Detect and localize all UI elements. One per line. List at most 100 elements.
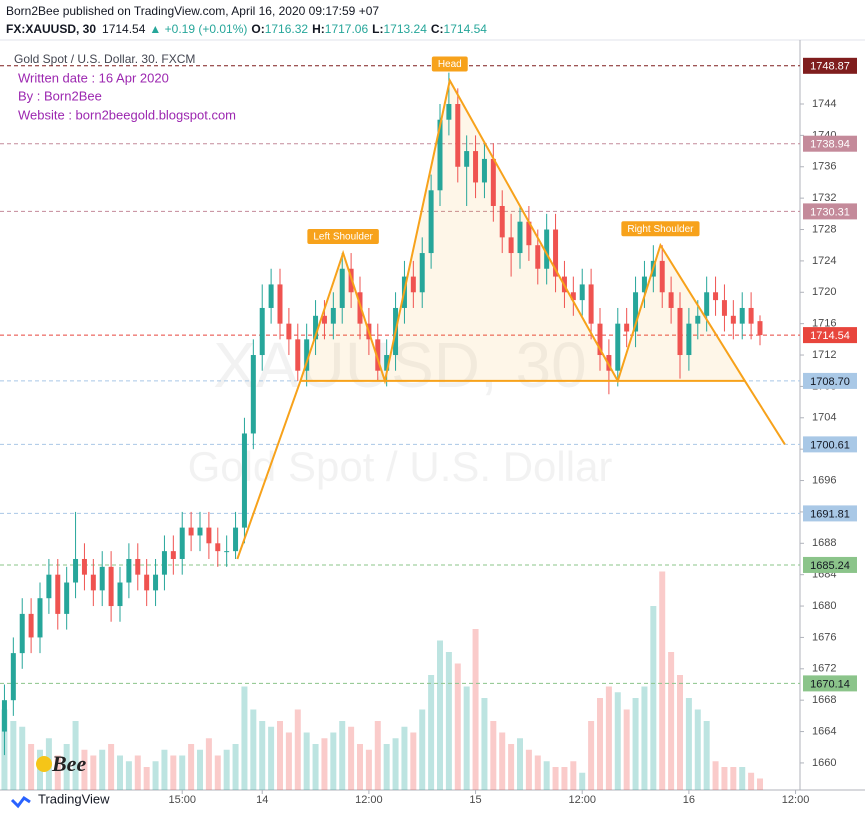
candle-body bbox=[117, 582, 123, 607]
volume-bar bbox=[490, 721, 497, 790]
level-label: 1700.61 bbox=[810, 439, 850, 451]
candle-body bbox=[704, 292, 710, 316]
volume-bar bbox=[99, 749, 106, 790]
candle-body bbox=[179, 527, 185, 559]
logo-bee bbox=[36, 756, 52, 772]
volume-bar bbox=[650, 606, 657, 790]
quote-text: FX:XAUUSD, 30 1714.54 ▲ +0.19 (+0.01%) O:17… bbox=[6, 22, 487, 36]
level-tag bbox=[803, 436, 857, 453]
pattern-fill bbox=[300, 80, 745, 381]
candle-body bbox=[339, 268, 345, 308]
volume-bar bbox=[285, 732, 292, 790]
volume-bar bbox=[348, 726, 355, 790]
candle-body bbox=[686, 323, 692, 356]
y-tick-label: 1712 bbox=[812, 349, 836, 361]
volume-bar bbox=[588, 721, 595, 790]
published-line: Born2Bee published on TradingView.com, A… bbox=[6, 4, 379, 18]
quote-line: FX:XAUUSD, 30 1714.54 ▲ +0.19 (+0.01%) O:17… bbox=[6, 22, 487, 36]
volume-bar bbox=[694, 709, 701, 790]
level-tag bbox=[803, 675, 857, 692]
volume-bar bbox=[108, 744, 115, 790]
y-tick-label: 1728 bbox=[812, 223, 836, 235]
volume-bar bbox=[703, 721, 710, 790]
y-tick-label: 1724 bbox=[812, 255, 836, 267]
candle-body bbox=[473, 151, 479, 183]
note: Written date : 16 Apr 2020 bbox=[18, 70, 169, 85]
quote-part: FX:XAUUSD, 30 bbox=[6, 22, 96, 36]
volume-bar bbox=[641, 686, 648, 790]
quote-part: 1716.32 bbox=[265, 22, 309, 36]
candle-body bbox=[535, 245, 541, 269]
chart-title: Gold Spot / U.S. Dollar. 30. FXCM bbox=[14, 52, 195, 66]
quote-part: 1714.54 bbox=[444, 22, 488, 36]
volume-bar bbox=[712, 761, 719, 790]
volume-bar bbox=[259, 721, 266, 790]
y-tick-label: 1716 bbox=[812, 318, 836, 330]
plot: XAUUSD, 30 Gold Spot / U.S. Dollar 1660 166… bbox=[0, 56, 857, 806]
volume-bar bbox=[499, 732, 506, 790]
candle-body bbox=[419, 253, 425, 293]
volume-bar bbox=[383, 744, 390, 790]
quote-part: L: bbox=[372, 22, 383, 36]
candle-body bbox=[188, 527, 194, 536]
level-tag bbox=[803, 135, 857, 152]
watermark: Gold Spot / U.S. Dollar bbox=[188, 443, 613, 490]
y-tick-label: 1736 bbox=[812, 161, 836, 173]
volume-bar bbox=[401, 726, 408, 790]
x-tick-label: 15:00 bbox=[168, 794, 196, 806]
candle-body bbox=[313, 315, 319, 340]
pattern-line bbox=[236, 77, 786, 560]
level-tag bbox=[803, 57, 857, 74]
volume-bar bbox=[143, 767, 150, 790]
candle-body bbox=[286, 323, 292, 340]
volume-bar bbox=[188, 744, 195, 790]
level-label: 1730.31 bbox=[810, 206, 850, 218]
candle-body bbox=[499, 205, 505, 238]
volume-bar bbox=[28, 744, 35, 790]
level-label: 1748.87 bbox=[810, 61, 850, 73]
candle-body bbox=[64, 582, 70, 614]
y-tick-label: 1672 bbox=[812, 663, 836, 675]
y-tick-label: 1732 bbox=[812, 192, 836, 204]
level-label: 1708.70 bbox=[810, 376, 850, 388]
volume-bar bbox=[365, 749, 372, 790]
candle-body bbox=[481, 158, 487, 183]
candle-body bbox=[206, 527, 212, 544]
pattern-label: Left Shoulder bbox=[313, 232, 373, 243]
candle-body bbox=[677, 307, 683, 356]
pattern-label-box bbox=[307, 229, 379, 245]
candle-body bbox=[224, 551, 230, 553]
volume-bar bbox=[534, 755, 541, 790]
candle-body bbox=[126, 558, 132, 583]
volume-bar bbox=[374, 721, 381, 790]
volume-bar bbox=[392, 738, 399, 790]
candle-body bbox=[108, 566, 114, 607]
candle-body bbox=[73, 558, 79, 583]
y-tick-label: 1668 bbox=[812, 694, 836, 706]
volume-bar bbox=[152, 761, 159, 790]
candle-body bbox=[490, 158, 496, 206]
volume-bar bbox=[677, 675, 683, 790]
candle-body bbox=[508, 237, 514, 254]
level-label: 1738.94 bbox=[810, 139, 850, 151]
candle-body bbox=[748, 307, 754, 324]
volume-bar bbox=[241, 686, 248, 790]
volume-bar bbox=[223, 749, 230, 790]
y-tick-label: 1744 bbox=[812, 98, 836, 110]
logo-text: Bee bbox=[51, 751, 86, 776]
volume-bar bbox=[90, 755, 97, 790]
volume-bar bbox=[330, 732, 337, 790]
candle-body bbox=[19, 613, 25, 654]
candle-body bbox=[437, 119, 443, 191]
volume-bar bbox=[543, 761, 550, 790]
x-tick-label: 12:00 bbox=[355, 794, 383, 806]
y-tick-label: 1680 bbox=[812, 600, 836, 612]
candle-body bbox=[597, 323, 603, 356]
y-tick-label: 1688 bbox=[812, 537, 836, 549]
volume-bar bbox=[197, 749, 203, 790]
level-tag bbox=[803, 556, 857, 573]
candle-body bbox=[375, 339, 381, 371]
candle-body bbox=[81, 558, 87, 575]
volume-bar bbox=[54, 755, 61, 790]
volume-bar bbox=[757, 778, 763, 790]
